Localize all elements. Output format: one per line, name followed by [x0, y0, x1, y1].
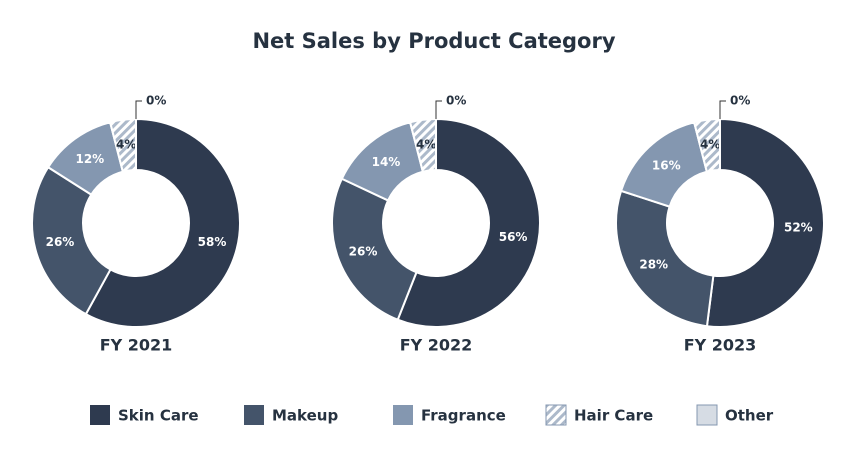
data-label: 4%	[416, 138, 436, 152]
donut-title: FY 2022	[400, 336, 473, 355]
donut-slice	[396, 117, 541, 328]
data-label: 56%	[499, 230, 528, 244]
data-label: 0%	[446, 94, 466, 108]
legend-label: Skin Care	[118, 407, 199, 425]
donut-slice	[331, 177, 418, 321]
donut-title: FY 2021	[100, 336, 173, 355]
data-label: 4%	[116, 138, 136, 152]
donut-slice	[615, 189, 715, 328]
donut-slice	[84, 117, 241, 328]
data-label: 26%	[349, 244, 378, 258]
data-label: 4%	[700, 138, 720, 152]
donut-slice	[705, 117, 825, 328]
data-label: 0%	[730, 94, 750, 108]
data-label: 52%	[784, 220, 813, 234]
legend-swatch	[244, 405, 264, 425]
donut-title: FY 2023	[684, 336, 757, 355]
legend-swatch	[545, 404, 567, 426]
legend-swatch	[90, 405, 110, 425]
chart-title: Net Sales by Product Category	[252, 29, 615, 53]
legend-label: Other	[725, 407, 774, 425]
data-label: 16%	[652, 158, 681, 172]
data-label: 28%	[639, 258, 668, 272]
leader-line	[719, 100, 726, 119]
data-label: 58%	[198, 235, 227, 249]
legend-swatch	[696, 404, 718, 426]
data-label: 14%	[372, 155, 401, 169]
legend-label: Makeup	[272, 407, 338, 425]
legend-label: Fragrance	[421, 407, 506, 425]
leader-line	[435, 100, 442, 119]
data-label: 26%	[46, 235, 75, 249]
data-label: 0%	[146, 94, 166, 108]
data-label: 12%	[75, 152, 104, 166]
legend-swatch	[393, 405, 413, 425]
leader-line	[135, 100, 142, 119]
legend-label: Hair Care	[574, 407, 653, 425]
donut-slice	[31, 165, 112, 316]
